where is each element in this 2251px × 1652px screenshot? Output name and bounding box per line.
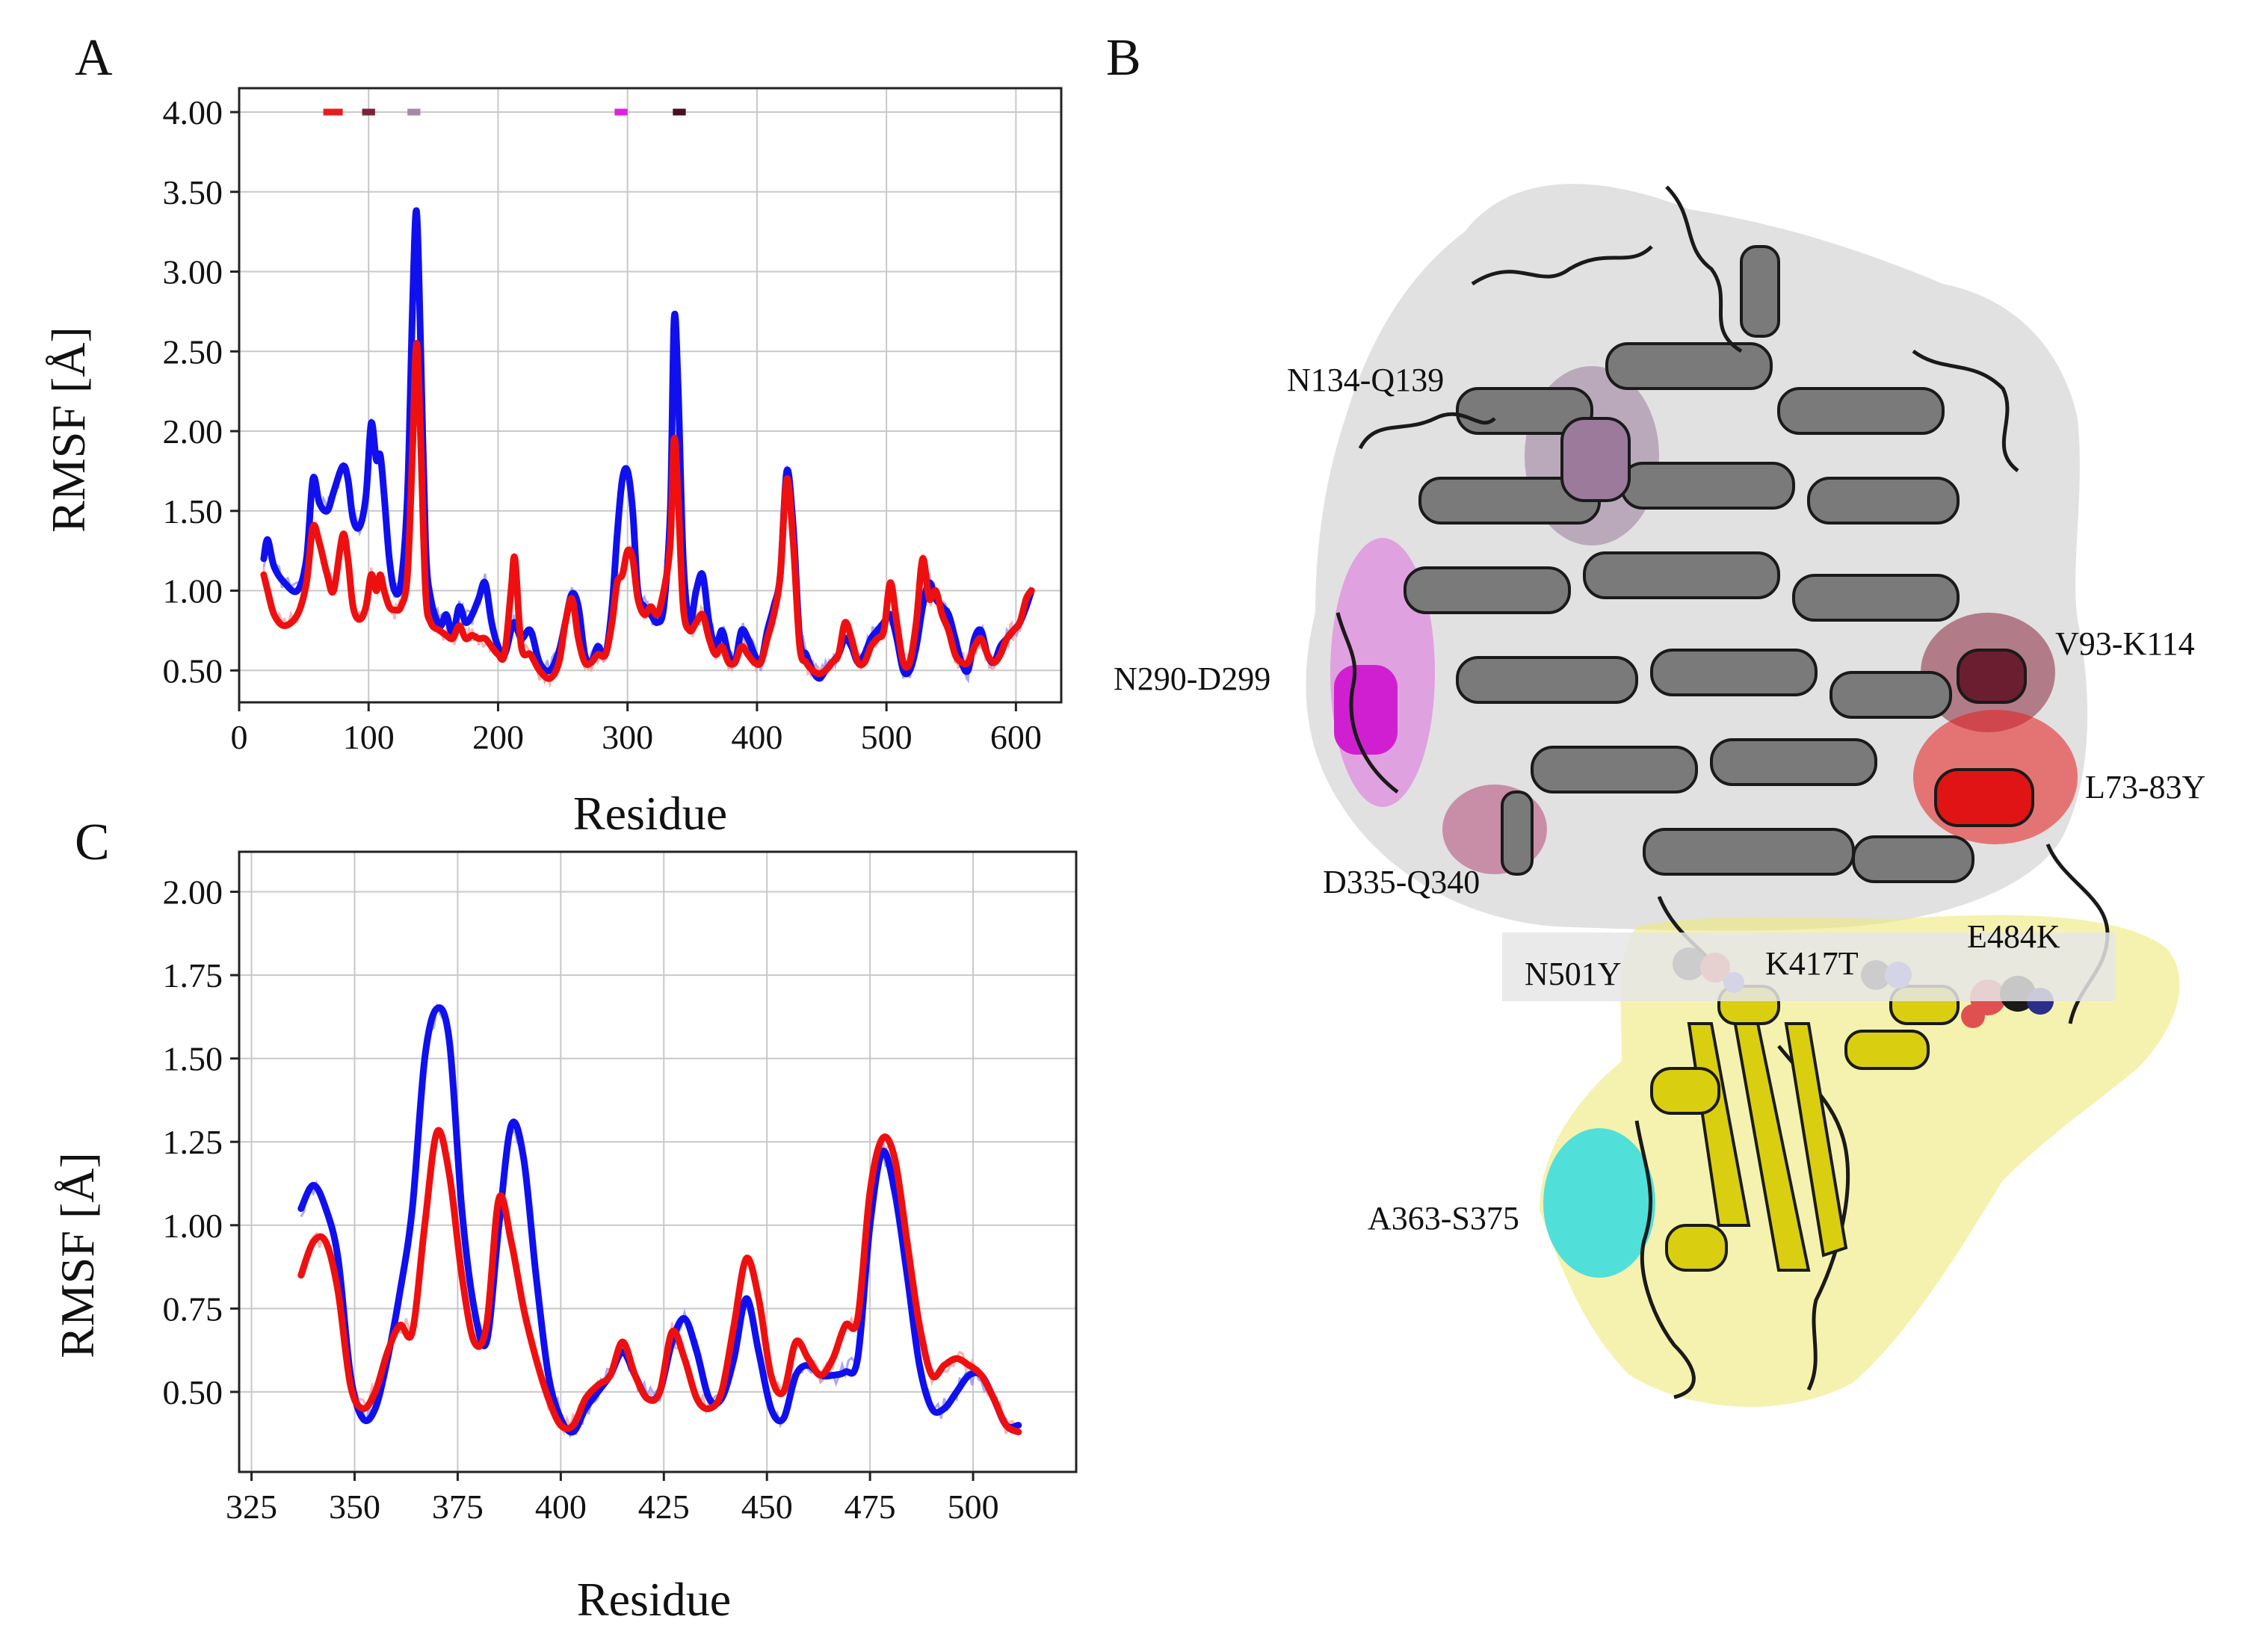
label-n134-q139: N134-Q139 (1287, 362, 1444, 398)
panel-letter-c: C (75, 814, 110, 871)
chart-c-x-tick-label: 400 (535, 1488, 587, 1526)
chart-c-series-line (297, 1127, 1022, 1435)
chart-c-y-tick-label: 2.00 (163, 873, 223, 912)
chart-c-x-tick-label: 450 (741, 1488, 793, 1526)
chart-a-x-axis-label: Residue (573, 787, 727, 840)
chart-a-y-tick-label: 1.50 (163, 492, 223, 530)
chart-c-y-ticks: 0.50 0.75 1.00 1.25 1.50 1.75 2.00 (163, 873, 239, 1411)
chart-a-x-tick-label: 0 (231, 718, 248, 756)
chart-a-y-tick-label: 3.00 (163, 253, 223, 291)
chart-c-y-tick-label: 0.50 (163, 1373, 223, 1411)
chart-c-y-tick-label: 1.25 (163, 1123, 223, 1161)
region-n290-d299-helix (1334, 665, 1398, 755)
chart-a-y-tick-label: 2.00 (163, 412, 223, 451)
label-box-mutations (1502, 932, 2115, 1001)
chart-a-y-tick-label: 0.50 (163, 652, 223, 690)
chart-c-series-line (297, 1004, 1022, 1436)
label-n290-d299: N290-D299 (1114, 661, 1270, 697)
chart-c-x-ticks: 325 350 375 400 425 450 475 500 (226, 1472, 999, 1526)
chart-a-y-tick-label: 3.50 (163, 173, 223, 211)
label-n501y: N501Y (1525, 956, 1622, 992)
chart-c-y-tick-label: 1.00 (163, 1207, 223, 1245)
chart-a-x-ticks: 0 100 200 300 400 500 600 (231, 702, 1042, 756)
chart-c-y-axis-label: RMSF [Å] (51, 1152, 104, 1358)
chart-panel-c: 325 350 375 400 425 450 475 500 0.50 0.75 1.00 1.2… (51, 850, 1078, 1626)
chart-a-series (260, 207, 1035, 689)
chart-a-x-tick-label: 300 (602, 718, 653, 756)
chart-c-y-tick-label: 1.75 (163, 956, 223, 994)
chart-a-x-tick-label: 100 (343, 718, 395, 756)
chart-a-x-tick-label: 200 (472, 718, 524, 756)
panel-letter-b: B (1106, 29, 1141, 87)
panel-letter-a: A (75, 29, 113, 87)
chart-a-series-line (260, 340, 1035, 682)
label-d335-q340: D335-Q340 (1323, 864, 1480, 900)
chart-a-frame (238, 87, 1063, 704)
chart-a-x-tick-label: 600 (990, 718, 1042, 756)
chart-c-frame (238, 850, 1078, 1473)
label-l73-83y: L73-83Y (2085, 769, 2205, 805)
chart-c-x-tick-label: 475 (844, 1488, 896, 1526)
protein-structure-illustration: N134-Q139 V93-K114 N290-D299 L73-83Y D33… (1114, 184, 2205, 1407)
helix-n134-q139 (1560, 417, 1631, 502)
label-a363-s375: A363-S375 (1368, 1200, 1519, 1237)
chart-c-x-tick-label: 350 (329, 1488, 380, 1526)
chart-c-y-tick-label: 1.50 (163, 1040, 223, 1078)
label-k417t: K417T (1765, 945, 1859, 982)
chart-c-y-tick-label: 0.75 (163, 1290, 223, 1328)
chart-a-y-ticks: 0.50 1.00 1.50 2.00 2.50 3.00 3.50 4.00 (163, 93, 239, 690)
chart-a-y-axis-label: RMSF [Å] (42, 327, 95, 533)
chart-a-y-tick-label: 4.00 (163, 93, 223, 132)
chart-a-y-tick-label: 2.50 (163, 332, 223, 371)
chart-c-x-tick-label: 500 (948, 1488, 999, 1526)
chart-c-x-tick-label: 325 (226, 1488, 277, 1526)
rbd-secondary-structure (1650, 985, 1960, 1272)
region-a363-s375 (1543, 1128, 1655, 1278)
chart-a-x-tick-label: 500 (861, 718, 913, 756)
chart-c-x-tick-label: 375 (432, 1488, 484, 1526)
chart-c-grid (239, 852, 1076, 1472)
helix-l73-83y (1934, 768, 2034, 827)
label-v93-k114: V93-K114 (2055, 625, 2195, 662)
helix-v93-k114 (1957, 649, 2027, 704)
label-e484k: E484K (1967, 918, 2060, 955)
chart-a-y-tick-label: 1.00 (163, 572, 223, 610)
chart-c-x-axis-label: Residue (577, 1573, 731, 1626)
chart-panel-a: 0 100 200 300 400 500 600 0.50 1.00 1.50 2.00 2.50… (42, 87, 1063, 840)
chart-c-series (297, 1002, 1022, 1439)
protein-helices (1404, 245, 1974, 883)
chart-a-x-tick-label: 400 (731, 718, 782, 756)
chart-c-x-tick-label: 425 (638, 1488, 690, 1526)
